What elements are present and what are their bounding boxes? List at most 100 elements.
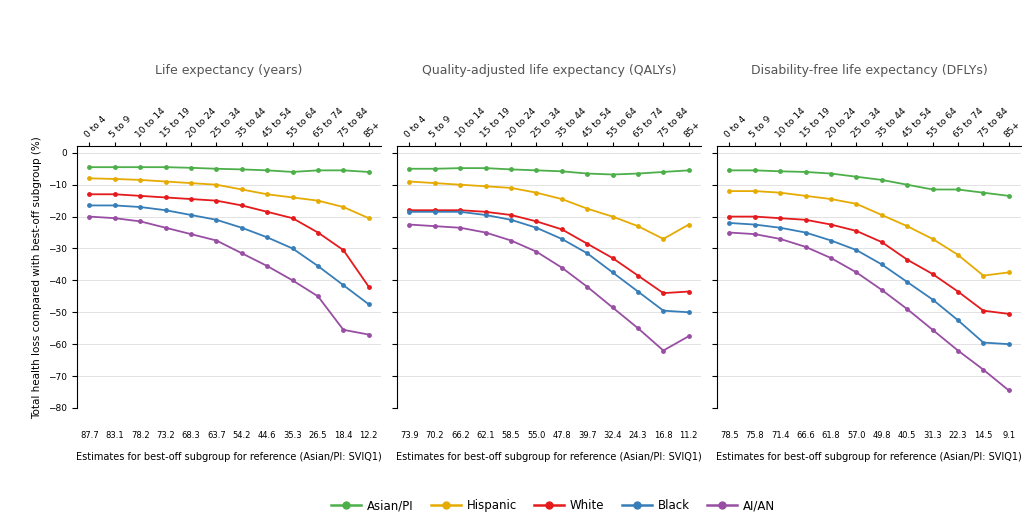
Hispanic — [429, 180, 441, 186]
Asian/PI — [429, 166, 441, 172]
Black — [774, 224, 786, 231]
Text: 16.8: 16.8 — [654, 431, 673, 440]
White — [901, 256, 913, 263]
White — [454, 207, 466, 213]
Black — [657, 308, 670, 314]
Text: 35.3: 35.3 — [284, 431, 302, 440]
Black — [632, 288, 644, 294]
White — [657, 290, 670, 296]
AI/AN — [632, 325, 644, 332]
Black — [337, 282, 349, 288]
Asian/PI — [479, 165, 492, 171]
Text: 54.2: 54.2 — [232, 431, 251, 440]
AI/AN — [236, 250, 248, 256]
White — [927, 271, 939, 277]
Asian/PI — [556, 168, 568, 175]
Black — [876, 262, 888, 268]
Asian/PI — [505, 166, 517, 173]
Text: 71.4: 71.4 — [771, 431, 790, 440]
Hispanic — [825, 196, 838, 202]
Text: 87.7: 87.7 — [80, 431, 99, 440]
Asian/PI — [454, 165, 466, 171]
White — [210, 198, 222, 204]
Black — [185, 212, 198, 218]
Asian/PI — [185, 165, 198, 171]
Black — [312, 263, 325, 269]
Line: Asian/PI: Asian/PI — [87, 165, 371, 174]
Black — [749, 221, 761, 228]
White — [774, 215, 786, 221]
Asian/PI — [850, 174, 862, 180]
AI/AN — [556, 265, 568, 271]
White — [749, 213, 761, 220]
Black — [134, 204, 146, 210]
Asian/PI — [683, 167, 695, 174]
Line: Hispanic: Hispanic — [727, 189, 1011, 278]
AI/AN — [606, 304, 618, 311]
Line: Black: Black — [408, 209, 691, 315]
Hispanic — [287, 195, 299, 201]
AI/AN — [429, 223, 441, 229]
White — [632, 272, 644, 279]
White — [236, 202, 248, 209]
Hispanic — [657, 236, 670, 242]
AI/AN — [337, 327, 349, 333]
White — [683, 288, 695, 294]
AI/AN — [901, 306, 913, 312]
Asian/PI — [287, 169, 299, 175]
Black — [261, 234, 273, 241]
Asian/PI — [362, 169, 375, 175]
White — [83, 191, 95, 197]
White — [723, 213, 735, 220]
Hispanic — [901, 223, 913, 229]
Black — [479, 212, 492, 218]
AI/AN — [749, 231, 761, 237]
Black — [800, 230, 812, 236]
AI/AN — [1002, 387, 1015, 393]
Text: 70.2: 70.2 — [426, 431, 444, 440]
White — [800, 217, 812, 223]
AI/AN — [287, 277, 299, 283]
Line: Hispanic: Hispanic — [87, 176, 371, 221]
Line: Asian/PI: Asian/PI — [408, 166, 691, 177]
Hispanic — [134, 177, 146, 183]
AI/AN — [657, 347, 670, 354]
Black — [210, 217, 222, 223]
White — [403, 207, 416, 213]
Text: 73.2: 73.2 — [157, 431, 175, 440]
Black — [530, 224, 543, 231]
AI/AN — [723, 230, 735, 236]
Black — [505, 217, 517, 223]
Black — [1002, 341, 1015, 347]
White — [185, 196, 198, 202]
Hispanic — [606, 213, 618, 220]
Asian/PI — [530, 167, 543, 174]
White — [581, 241, 593, 247]
Title: Life expectancy (years): Life expectancy (years) — [156, 64, 303, 77]
Black — [403, 209, 416, 215]
Black — [287, 245, 299, 252]
White — [261, 209, 273, 215]
White — [952, 288, 965, 294]
Line: White: White — [87, 192, 371, 289]
Asian/PI — [749, 167, 761, 174]
Text: 22.3: 22.3 — [948, 431, 968, 440]
Asian/PI — [1002, 193, 1015, 199]
Asian/PI — [606, 172, 618, 178]
White — [109, 191, 121, 197]
White — [134, 193, 146, 199]
Asian/PI — [723, 167, 735, 174]
Text: 49.8: 49.8 — [872, 431, 891, 440]
Asian/PI — [134, 164, 146, 170]
Text: 26.5: 26.5 — [308, 431, 328, 440]
AI/AN — [83, 213, 95, 220]
Text: 75.8: 75.8 — [745, 431, 764, 440]
Hispanic — [210, 181, 222, 188]
Line: AI/AN: AI/AN — [408, 222, 691, 353]
Text: 31.3: 31.3 — [924, 431, 942, 440]
Asian/PI — [109, 164, 121, 170]
Asian/PI — [825, 170, 838, 177]
Asian/PI — [800, 169, 812, 175]
Asian/PI — [312, 167, 325, 174]
Text: 47.8: 47.8 — [553, 431, 571, 440]
